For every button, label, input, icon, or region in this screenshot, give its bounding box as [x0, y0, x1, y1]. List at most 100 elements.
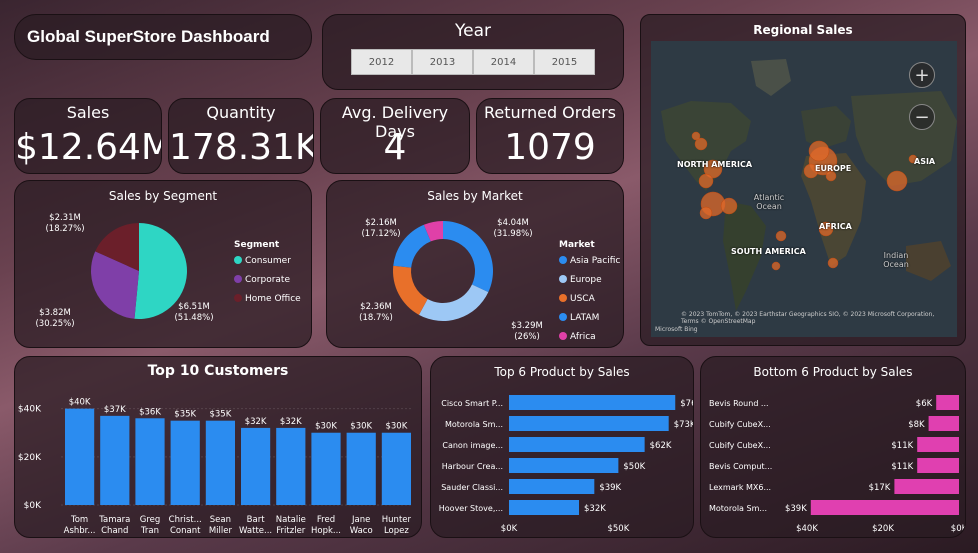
- customer-bar: [346, 432, 376, 505]
- customer-bar: [276, 427, 306, 505]
- bar-data-label: $39K: [599, 483, 621, 493]
- bubble[interactable]: [908, 154, 918, 164]
- year-option-2013[interactable]: 2013: [412, 49, 473, 75]
- slice-data-label: $4.04M: [497, 218, 529, 228]
- bubble[interactable]: [703, 159, 723, 179]
- bar-data-label: $37K: [104, 405, 126, 415]
- bubble[interactable]: [694, 137, 708, 151]
- top6-chart-card: Top 6 Product by Sales Cisco Smart P... $…: [430, 356, 694, 538]
- legend-marker: [559, 332, 567, 340]
- market-chart-card: Sales by Market $4.04M (31.98%) $3.29M (26%…: [326, 180, 624, 348]
- legend-marker: [559, 294, 567, 302]
- product-bar: [509, 416, 669, 431]
- legend-marker: [234, 256, 242, 264]
- legend-marker: [559, 313, 567, 321]
- bottom6-bar-chart[interactable]: Bevis Round ... $6K Cubify CubeX... $8K Cubi…: [701, 357, 966, 538]
- product-bar: [917, 437, 959, 452]
- slice-data-label: (30.25%): [35, 319, 74, 329]
- y-tick-label: Cisco Smart P...: [441, 399, 503, 408]
- bar-data-label: $11K: [891, 462, 913, 472]
- bubble[interactable]: [771, 261, 781, 271]
- bubble[interactable]: [825, 170, 837, 182]
- bubble[interactable]: [886, 170, 908, 192]
- bar-data-label: $76K: [680, 399, 694, 409]
- bar-data-label: $30K: [385, 422, 407, 432]
- product-bar: [928, 416, 959, 431]
- product-bar: [917, 458, 959, 473]
- x-tick-label: Tom: [70, 515, 88, 525]
- customer-bar: [381, 432, 411, 505]
- land-africa: [801, 153, 866, 266]
- x-tick-label: Jane: [351, 515, 370, 525]
- x-tick-label: Sean: [210, 515, 231, 525]
- legend-marker: [234, 294, 242, 302]
- delivery-kpi-card: Avg. Delivery Days 4: [320, 98, 470, 174]
- regional-sales-card: Regional Sales: [640, 14, 966, 346]
- legend-marker: [559, 275, 567, 283]
- bubble[interactable]: [775, 230, 787, 242]
- pie-slice: [91, 251, 139, 319]
- bubble[interactable]: [827, 257, 839, 269]
- regional-sales-map[interactable]: + − NORTH AMERICA EUROPE ASIA AFRICA SOU…: [651, 41, 957, 337]
- pie-slice: [443, 221, 493, 293]
- bubble[interactable]: [818, 221, 834, 237]
- pie-slice: [95, 223, 139, 271]
- bubble[interactable]: [699, 206, 713, 220]
- market-donut-chart[interactable]: $4.04M(31.98%) $3.29M(26%) $2.36M(18.7%) $2…: [327, 181, 624, 348]
- bar-data-label: $8K: [908, 420, 925, 430]
- slice-data-label: $2.16M: [365, 218, 397, 228]
- bubble[interactable]: [720, 197, 738, 215]
- ocean: [651, 41, 957, 337]
- year-slicer-title: Year: [455, 21, 491, 41]
- slice-data-label: (18.7%): [359, 313, 393, 323]
- map-zoom-in-button[interactable]: +: [909, 62, 935, 88]
- bubble[interactable]: [698, 173, 714, 189]
- x-tick-label: Fritzler: [276, 526, 306, 536]
- top6-bar-chart[interactable]: Cisco Smart P... $76K Motorola Sm... $73K Ca…: [431, 357, 694, 538]
- bar-data-label: $17K: [869, 483, 891, 493]
- year-option-2014[interactable]: 2014: [473, 49, 534, 75]
- sales-kpi-card: Sales $12.64M: [14, 98, 162, 174]
- map-attribution[interactable]: © 2023 TomTom, © 2023 Earthstar Geograph…: [681, 311, 935, 325]
- sales-bubbles: [691, 131, 918, 271]
- bubble[interactable]: [691, 131, 701, 141]
- x-tick-label: Lopez: [384, 526, 409, 536]
- y-tick-label: $0K: [24, 501, 42, 511]
- quantity-kpi-card: Quantity 178.31K: [168, 98, 314, 174]
- top6-chart-title: Top 6 Product by Sales: [494, 365, 630, 379]
- year-option-2012[interactable]: 2012: [351, 49, 412, 75]
- slice-data-label: $3.82M: [39, 308, 71, 318]
- bottom6-chart-title: Bottom 6 Product by Sales: [753, 365, 913, 379]
- bar-data-label: $30K: [315, 422, 337, 432]
- x-tick-label: Greg: [140, 515, 161, 525]
- land-europe: [801, 106, 851, 149]
- bubble[interactable]: [808, 140, 830, 162]
- bar-data-label: $50K: [623, 462, 645, 472]
- slice-data-label: (31.98%): [493, 229, 532, 239]
- year-option-2015[interactable]: 2015: [534, 49, 595, 75]
- product-bar: [509, 458, 619, 473]
- x-tick-label: Hopk...: [311, 526, 341, 536]
- product-bar: [936, 395, 959, 410]
- slice-data-label: (51.48%): [174, 313, 213, 323]
- x-tick-label: Tamara: [98, 515, 130, 525]
- bar-data-label: $40K: [69, 398, 91, 408]
- sales-kpi-label: Sales: [66, 103, 110, 122]
- y-tick-label: Harbour Crea...: [442, 462, 503, 471]
- bar-data-label: $73K: [674, 420, 694, 430]
- map-label-south-america: SOUTH AMERICA: [731, 247, 806, 256]
- bar-data-label: $35K: [209, 410, 231, 420]
- y-tick-label: Sauder Classi...: [441, 483, 503, 492]
- segment-pie-chart[interactable]: $6.51M(51.48%) $3.82M(30.25%) $2.31M(18.27…: [15, 181, 312, 348]
- pie-slice: [418, 284, 489, 321]
- returned-kpi-card: Returned Orders 1079: [476, 98, 624, 174]
- map-zoom-out-button[interactable]: −: [909, 104, 935, 130]
- slice-data-label: (17.12%): [361, 229, 400, 239]
- bubble[interactable]: [803, 163, 819, 179]
- x-tick-label: $40K: [796, 524, 818, 534]
- legend-marker: [234, 275, 242, 283]
- slice-data-label: $2.36M: [360, 302, 392, 312]
- legend-item-label: Asia Pacific: [570, 256, 620, 266]
- x-tick-label: Hunter: [382, 515, 412, 525]
